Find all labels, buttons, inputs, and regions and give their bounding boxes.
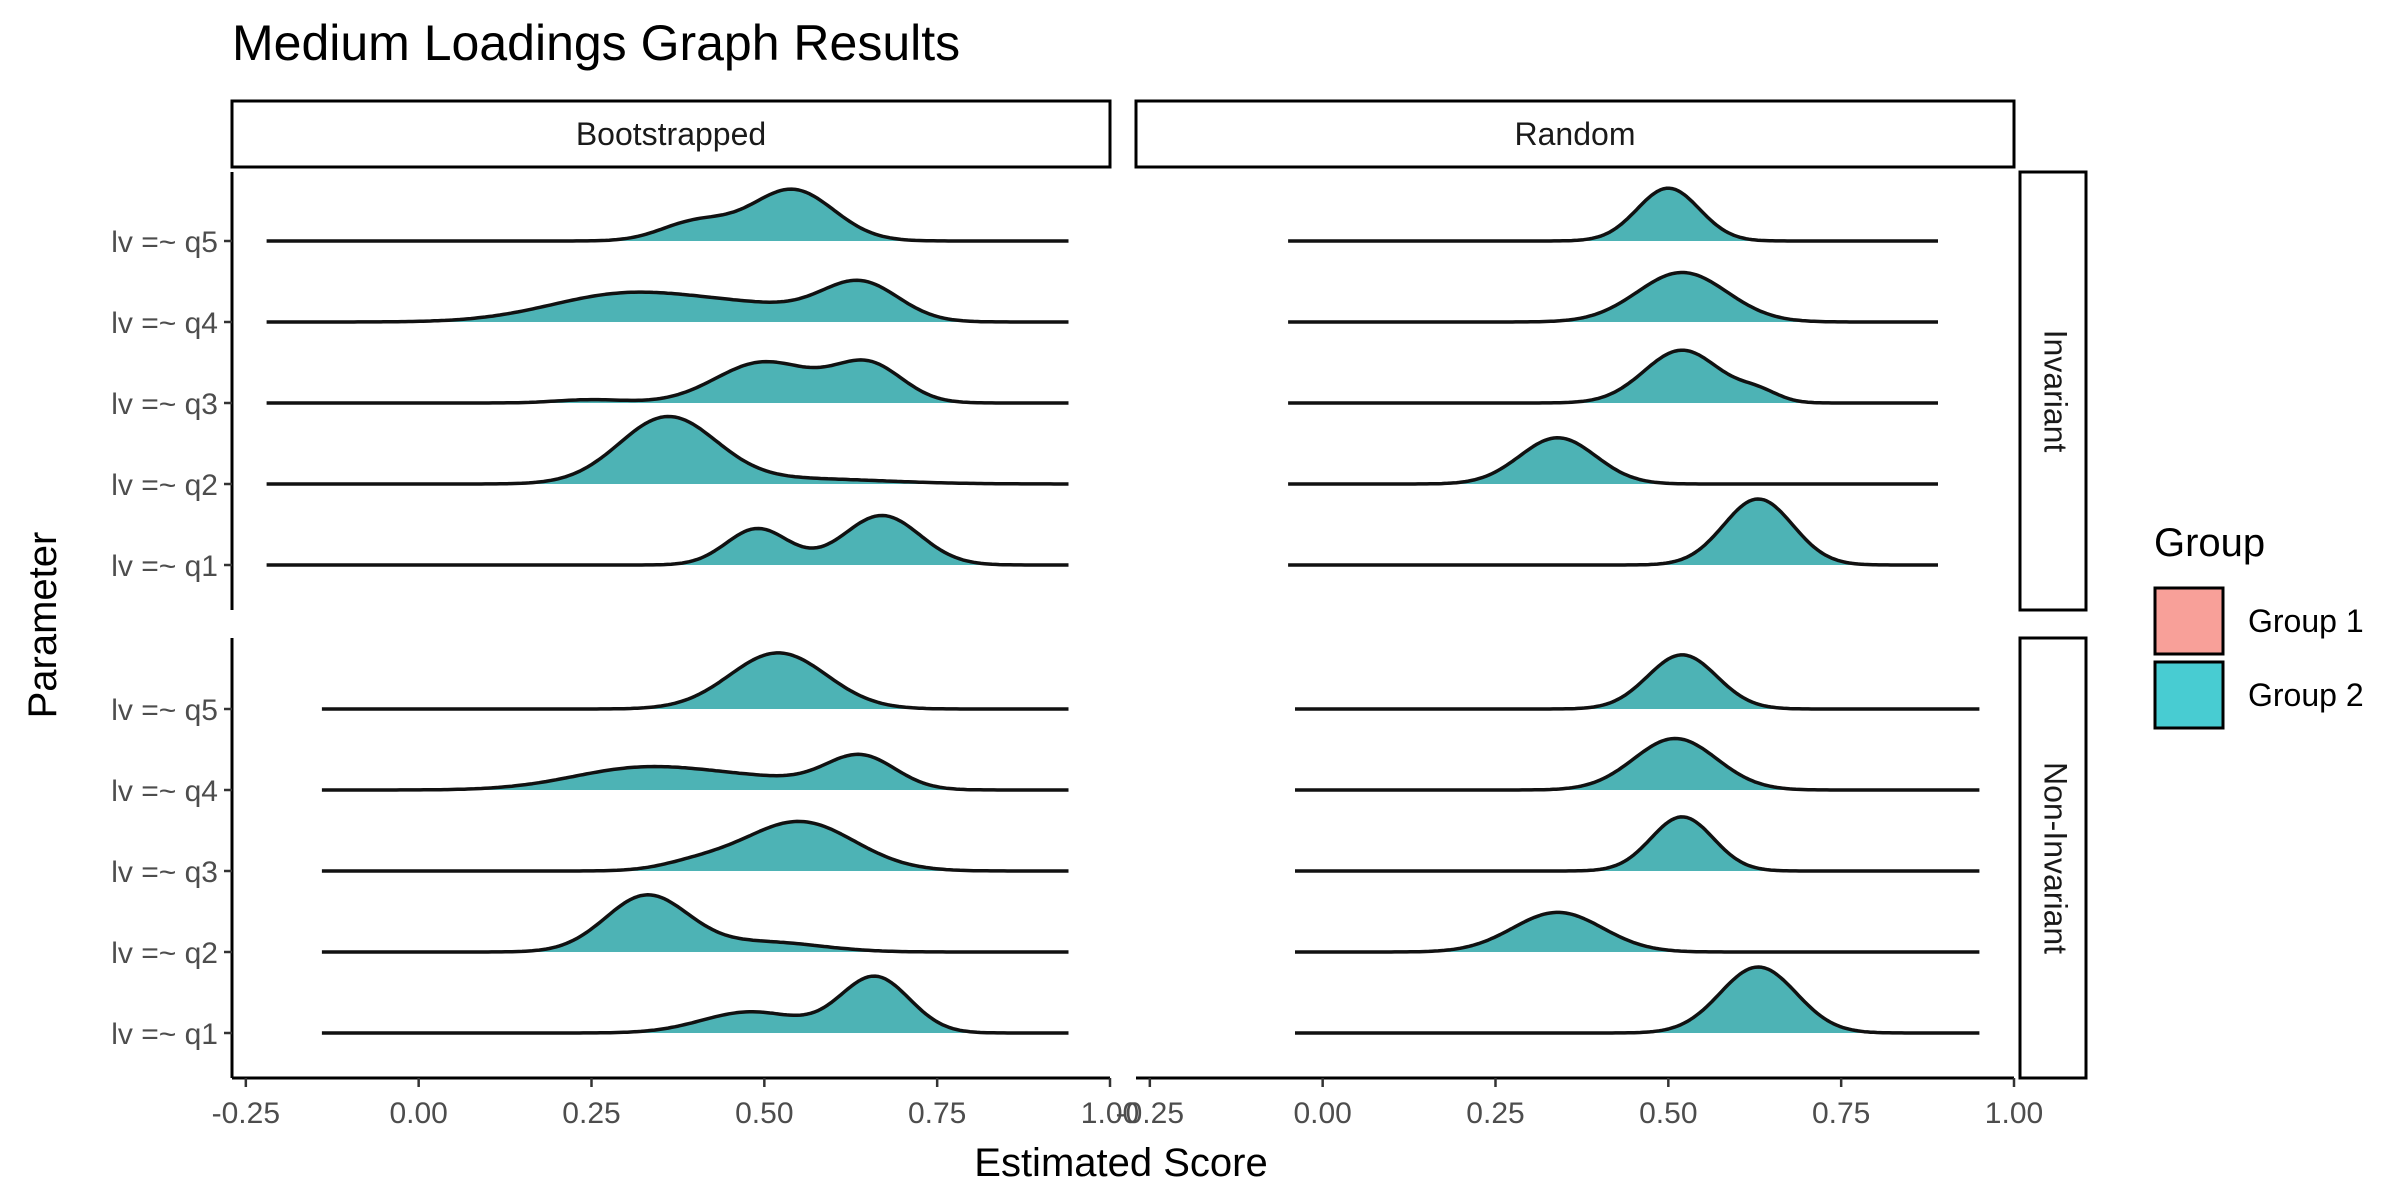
column-strip <box>1134 99 2016 169</box>
y-tick-label: lv =~ q3 <box>111 388 218 421</box>
x-tick-label: -0.25 <box>1116 1097 1184 1130</box>
x-tick-label: 1.00 <box>1985 1097 2043 1130</box>
legend-swatch <box>2153 586 2225 656</box>
ridge-outline <box>321 893 1069 954</box>
ridge-outline <box>1295 736 1980 792</box>
x-tick-label: 0.00 <box>389 1097 447 1130</box>
x-tick-label: 1.00 <box>1081 1097 1139 1130</box>
ridge-outline <box>321 752 1069 792</box>
ridge-area <box>321 754 1069 790</box>
ridge-outline <box>1288 436 1938 486</box>
ridge-outline <box>321 819 1069 873</box>
y-tick-label: lv =~ q4 <box>111 307 218 340</box>
x-tick-label: 0.75 <box>1812 1097 1870 1130</box>
x-tick-label: 0.25 <box>1466 1097 1524 1130</box>
x-tick-label: 0.25 <box>562 1097 620 1130</box>
ridge-area <box>266 189 1069 241</box>
ridge-area <box>1288 350 1938 403</box>
column-strip-label: Random <box>1515 116 1636 152</box>
x-tick-label: 0.75 <box>908 1097 966 1130</box>
ridge-area <box>321 821 1069 871</box>
chart-title: Medium Loadings Graph Results <box>232 15 960 71</box>
column-strip <box>230 99 1112 169</box>
legend-label: Group 1 <box>2248 603 2364 639</box>
legend-swatch <box>2153 660 2225 730</box>
y-tick-label: lv =~ q5 <box>111 694 218 727</box>
row-strip <box>2018 636 2088 1080</box>
ridge-area <box>321 652 1069 709</box>
ridge-outline <box>1288 348 1938 405</box>
ridge-area <box>1295 967 1980 1033</box>
ridge-outline <box>1295 653 1980 711</box>
row-strip <box>2018 170 2088 612</box>
y-tick-label: lv =~ q1 <box>111 550 218 583</box>
ridge-area <box>266 359 1069 403</box>
ridge-outline <box>1288 270 1938 324</box>
y-tick-label: lv =~ q1 <box>111 1018 218 1051</box>
ridge-area <box>1295 654 1980 709</box>
y-tick-label: lv =~ q3 <box>111 856 218 889</box>
ridge-outline <box>1288 186 1938 243</box>
row-strip-label: Non-Invariant <box>2038 762 2074 954</box>
ridge-outline <box>266 414 1069 486</box>
y-tick-label: lv =~ q5 <box>111 226 218 259</box>
y-tick-label: lv =~ q2 <box>111 937 218 970</box>
ridge-outline <box>266 278 1069 324</box>
legend-label: Group 2 <box>2248 677 2364 713</box>
ridge-outline <box>1295 815 1980 873</box>
y-tick-label: lv =~ q2 <box>111 469 218 502</box>
ridge-outline <box>266 187 1069 243</box>
x-axis-title: Estimated Score <box>974 1141 1267 1185</box>
ridge-outline <box>266 513 1069 567</box>
ridge-outline <box>1288 497 1938 567</box>
ridge-area <box>1295 912 1980 952</box>
y-tick-label: lv =~ q4 <box>111 775 218 808</box>
ridge-outline <box>321 651 1069 711</box>
ridge-area <box>1288 188 1938 241</box>
ridge-area <box>1295 738 1980 790</box>
ridge-area <box>1288 437 1938 484</box>
column-strip-label: Bootstrapped <box>576 116 766 152</box>
ridge-area <box>321 976 1069 1033</box>
x-tick-label: 0.00 <box>1293 1097 1351 1130</box>
x-tick-label: -0.25 <box>212 1097 280 1130</box>
ridge-area <box>1295 816 1980 871</box>
x-tick-label: 0.50 <box>1639 1097 1697 1130</box>
ridge-outline <box>321 974 1069 1035</box>
ridge-area <box>266 416 1069 484</box>
ridge-area <box>266 280 1069 322</box>
y-axis-title: Parameter <box>21 532 65 719</box>
ridge-area <box>1288 499 1938 565</box>
row-strip-label: Invariant <box>2038 330 2074 453</box>
ridge-outline <box>1295 965 1980 1035</box>
legend-title: Group <box>2154 521 2265 565</box>
ridge-area <box>321 894 1069 952</box>
ridge-area <box>266 515 1069 565</box>
x-tick-label: 0.50 <box>735 1097 793 1130</box>
ridge-area <box>1288 272 1938 322</box>
ridge-outline <box>1295 910 1980 954</box>
ridge-outline <box>266 358 1069 405</box>
